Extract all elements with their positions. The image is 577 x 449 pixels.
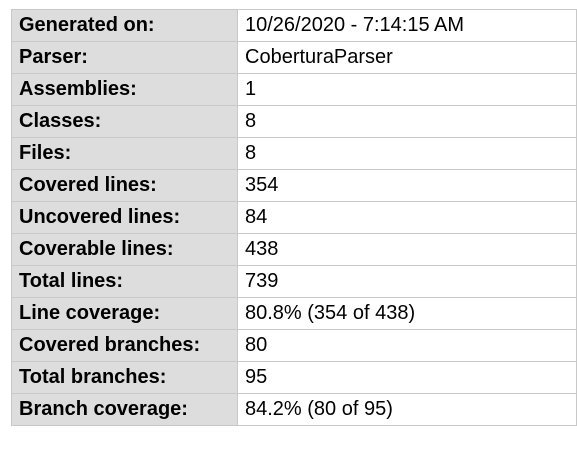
table-row-assemblies: Assemblies: 1 xyxy=(11,73,577,106)
coverable-lines-label: Coverable lines: xyxy=(11,233,238,266)
uncovered-lines-value: 84 xyxy=(237,201,577,234)
branch-coverage-label: Branch coverage: xyxy=(11,393,238,426)
coverage-summary-body: Generated on: 10/26/2020 - 7:14:15 AM Pa… xyxy=(11,9,577,426)
table-row-coverable-lines: Coverable lines: 438 xyxy=(11,233,577,266)
total-lines-value: 739 xyxy=(237,265,577,298)
table-row-uncovered-lines: Uncovered lines: 84 xyxy=(11,201,577,234)
table-row-files: Files: 8 xyxy=(11,137,577,170)
covered-lines-value: 354 xyxy=(237,169,577,202)
line-coverage-label: Line coverage: xyxy=(11,297,238,330)
table-row-covered-branches: Covered branches: 80 xyxy=(11,329,577,362)
files-value: 8 xyxy=(237,137,577,170)
table-row-branch-coverage: Branch coverage: 84.2% (80 of 95) xyxy=(11,393,577,426)
generated-on-value: 10/26/2020 - 7:14:15 AM xyxy=(237,9,577,42)
parser-value: CoberturaParser xyxy=(237,41,577,74)
files-label: Files: xyxy=(11,137,238,170)
covered-branches-value: 80 xyxy=(237,329,577,362)
line-coverage-value: 80.8% (354 of 438) xyxy=(237,297,577,330)
covered-lines-label: Covered lines: xyxy=(11,169,238,202)
total-branches-label: Total branches: xyxy=(11,361,238,394)
table-row-line-coverage: Line coverage: 80.8% (354 of 438) xyxy=(11,297,577,330)
table-row-classes: Classes: 8 xyxy=(11,105,577,138)
classes-value: 8 xyxy=(237,105,577,138)
classes-label: Classes: xyxy=(11,105,238,138)
assemblies-value: 1 xyxy=(237,73,577,106)
uncovered-lines-label: Uncovered lines: xyxy=(11,201,238,234)
table-row-total-branches: Total branches: 95 xyxy=(11,361,577,394)
generated-on-label: Generated on: xyxy=(11,9,238,42)
total-branches-value: 95 xyxy=(237,361,577,394)
parser-label: Parser: xyxy=(11,41,238,74)
table-row-parser: Parser: CoberturaParser xyxy=(11,41,577,74)
table-row-generated-on: Generated on: 10/26/2020 - 7:14:15 AM xyxy=(11,9,577,42)
assemblies-label: Assemblies: xyxy=(11,73,238,106)
total-lines-label: Total lines: xyxy=(11,265,238,298)
covered-branches-label: Covered branches: xyxy=(11,329,238,362)
coverage-summary-table: Generated on: 10/26/2020 - 7:14:15 AM Pa… xyxy=(11,9,577,426)
branch-coverage-value: 84.2% (80 of 95) xyxy=(237,393,577,426)
table-row-covered-lines: Covered lines: 354 xyxy=(11,169,577,202)
table-row-total-lines: Total lines: 739 xyxy=(11,265,577,298)
coverable-lines-value: 438 xyxy=(237,233,577,266)
